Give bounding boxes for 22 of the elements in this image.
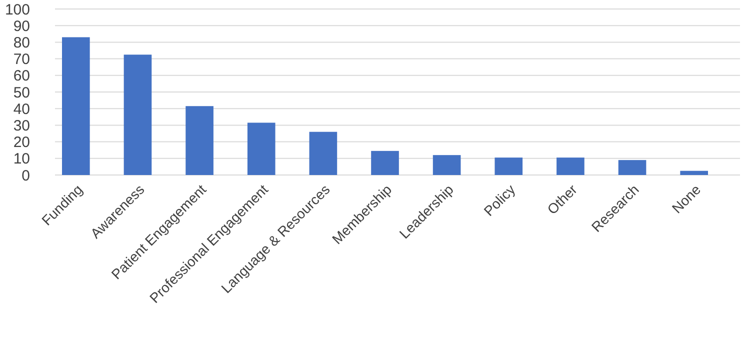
bar <box>247 122 276 175</box>
bar <box>309 132 338 175</box>
y-tick-label: 70 <box>13 51 30 68</box>
bar <box>62 37 90 175</box>
y-tick-label: 20 <box>13 134 30 152</box>
bar <box>494 158 523 175</box>
bar <box>556 158 584 175</box>
bar <box>432 155 461 175</box>
y-tick-label: 40 <box>13 100 30 118</box>
y-tick-label: 10 <box>13 150 30 168</box>
bar <box>186 106 214 175</box>
y-tick-label: 100 <box>4 1 30 18</box>
bar <box>124 54 152 175</box>
y-tick-label: 0 <box>22 167 30 184</box>
y-tick-label: 30 <box>13 117 30 134</box>
y-tick-label: 90 <box>13 18 30 35</box>
y-tick-label: 80 <box>13 34 30 52</box>
bar <box>618 160 646 175</box>
y-tick-label: 50 <box>13 84 30 102</box>
bar <box>680 170 708 175</box>
y-tick-label: 60 <box>13 68 30 85</box>
bar <box>371 150 399 175</box>
